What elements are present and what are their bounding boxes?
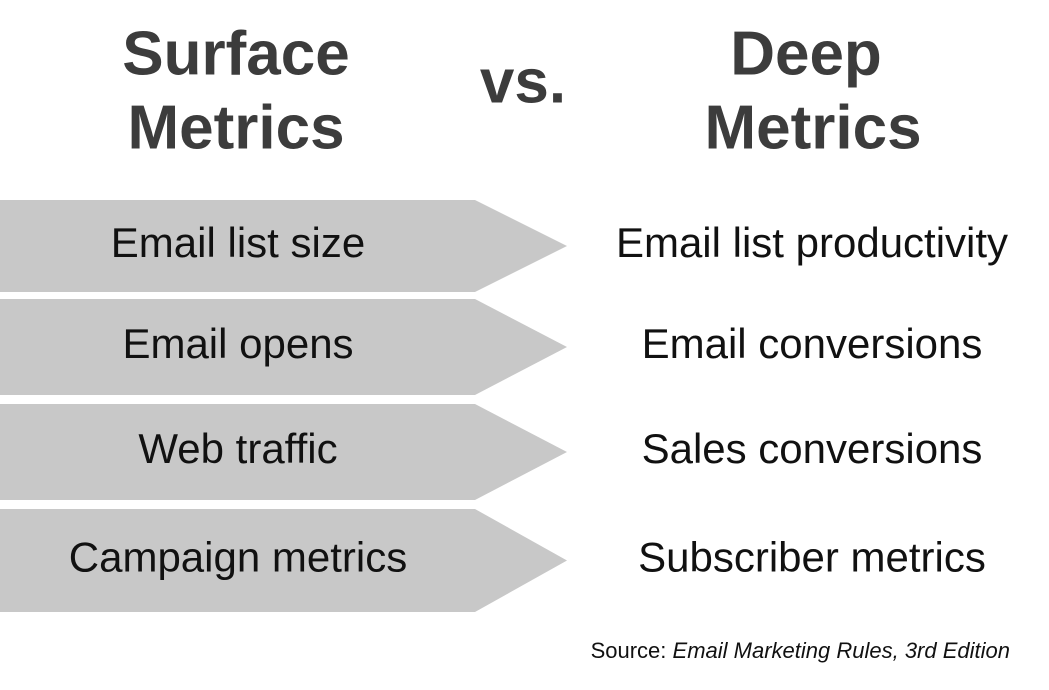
surface-metric: Web traffic [138,425,337,472]
right-heading: Deep [730,19,882,88]
source-label: Source: [591,638,667,663]
deep-metric: Email list productivity [616,219,1008,266]
arrow [0,404,567,500]
left-heading: Metrics [127,93,344,162]
surface-metric: Campaign metrics [69,534,407,581]
left-heading: Surface [122,19,349,88]
surface-metric: Email list size [111,219,365,266]
arrow [0,509,567,612]
versus: vs. [480,47,566,116]
source-work: Email Marketing Rules, 3rd Edition [673,638,1010,663]
source: Source: Email Marketing Rules, 3rd Editi… [591,638,1010,663]
surface-metric: Email opens [122,320,353,367]
deep-metric: Sales conversions [642,425,983,472]
deep-metric: Email conversions [642,320,983,367]
arrow [0,200,567,292]
arrow [0,299,567,395]
deep-metric: Subscriber metrics [638,534,986,581]
right-heading: Metrics [704,93,921,162]
